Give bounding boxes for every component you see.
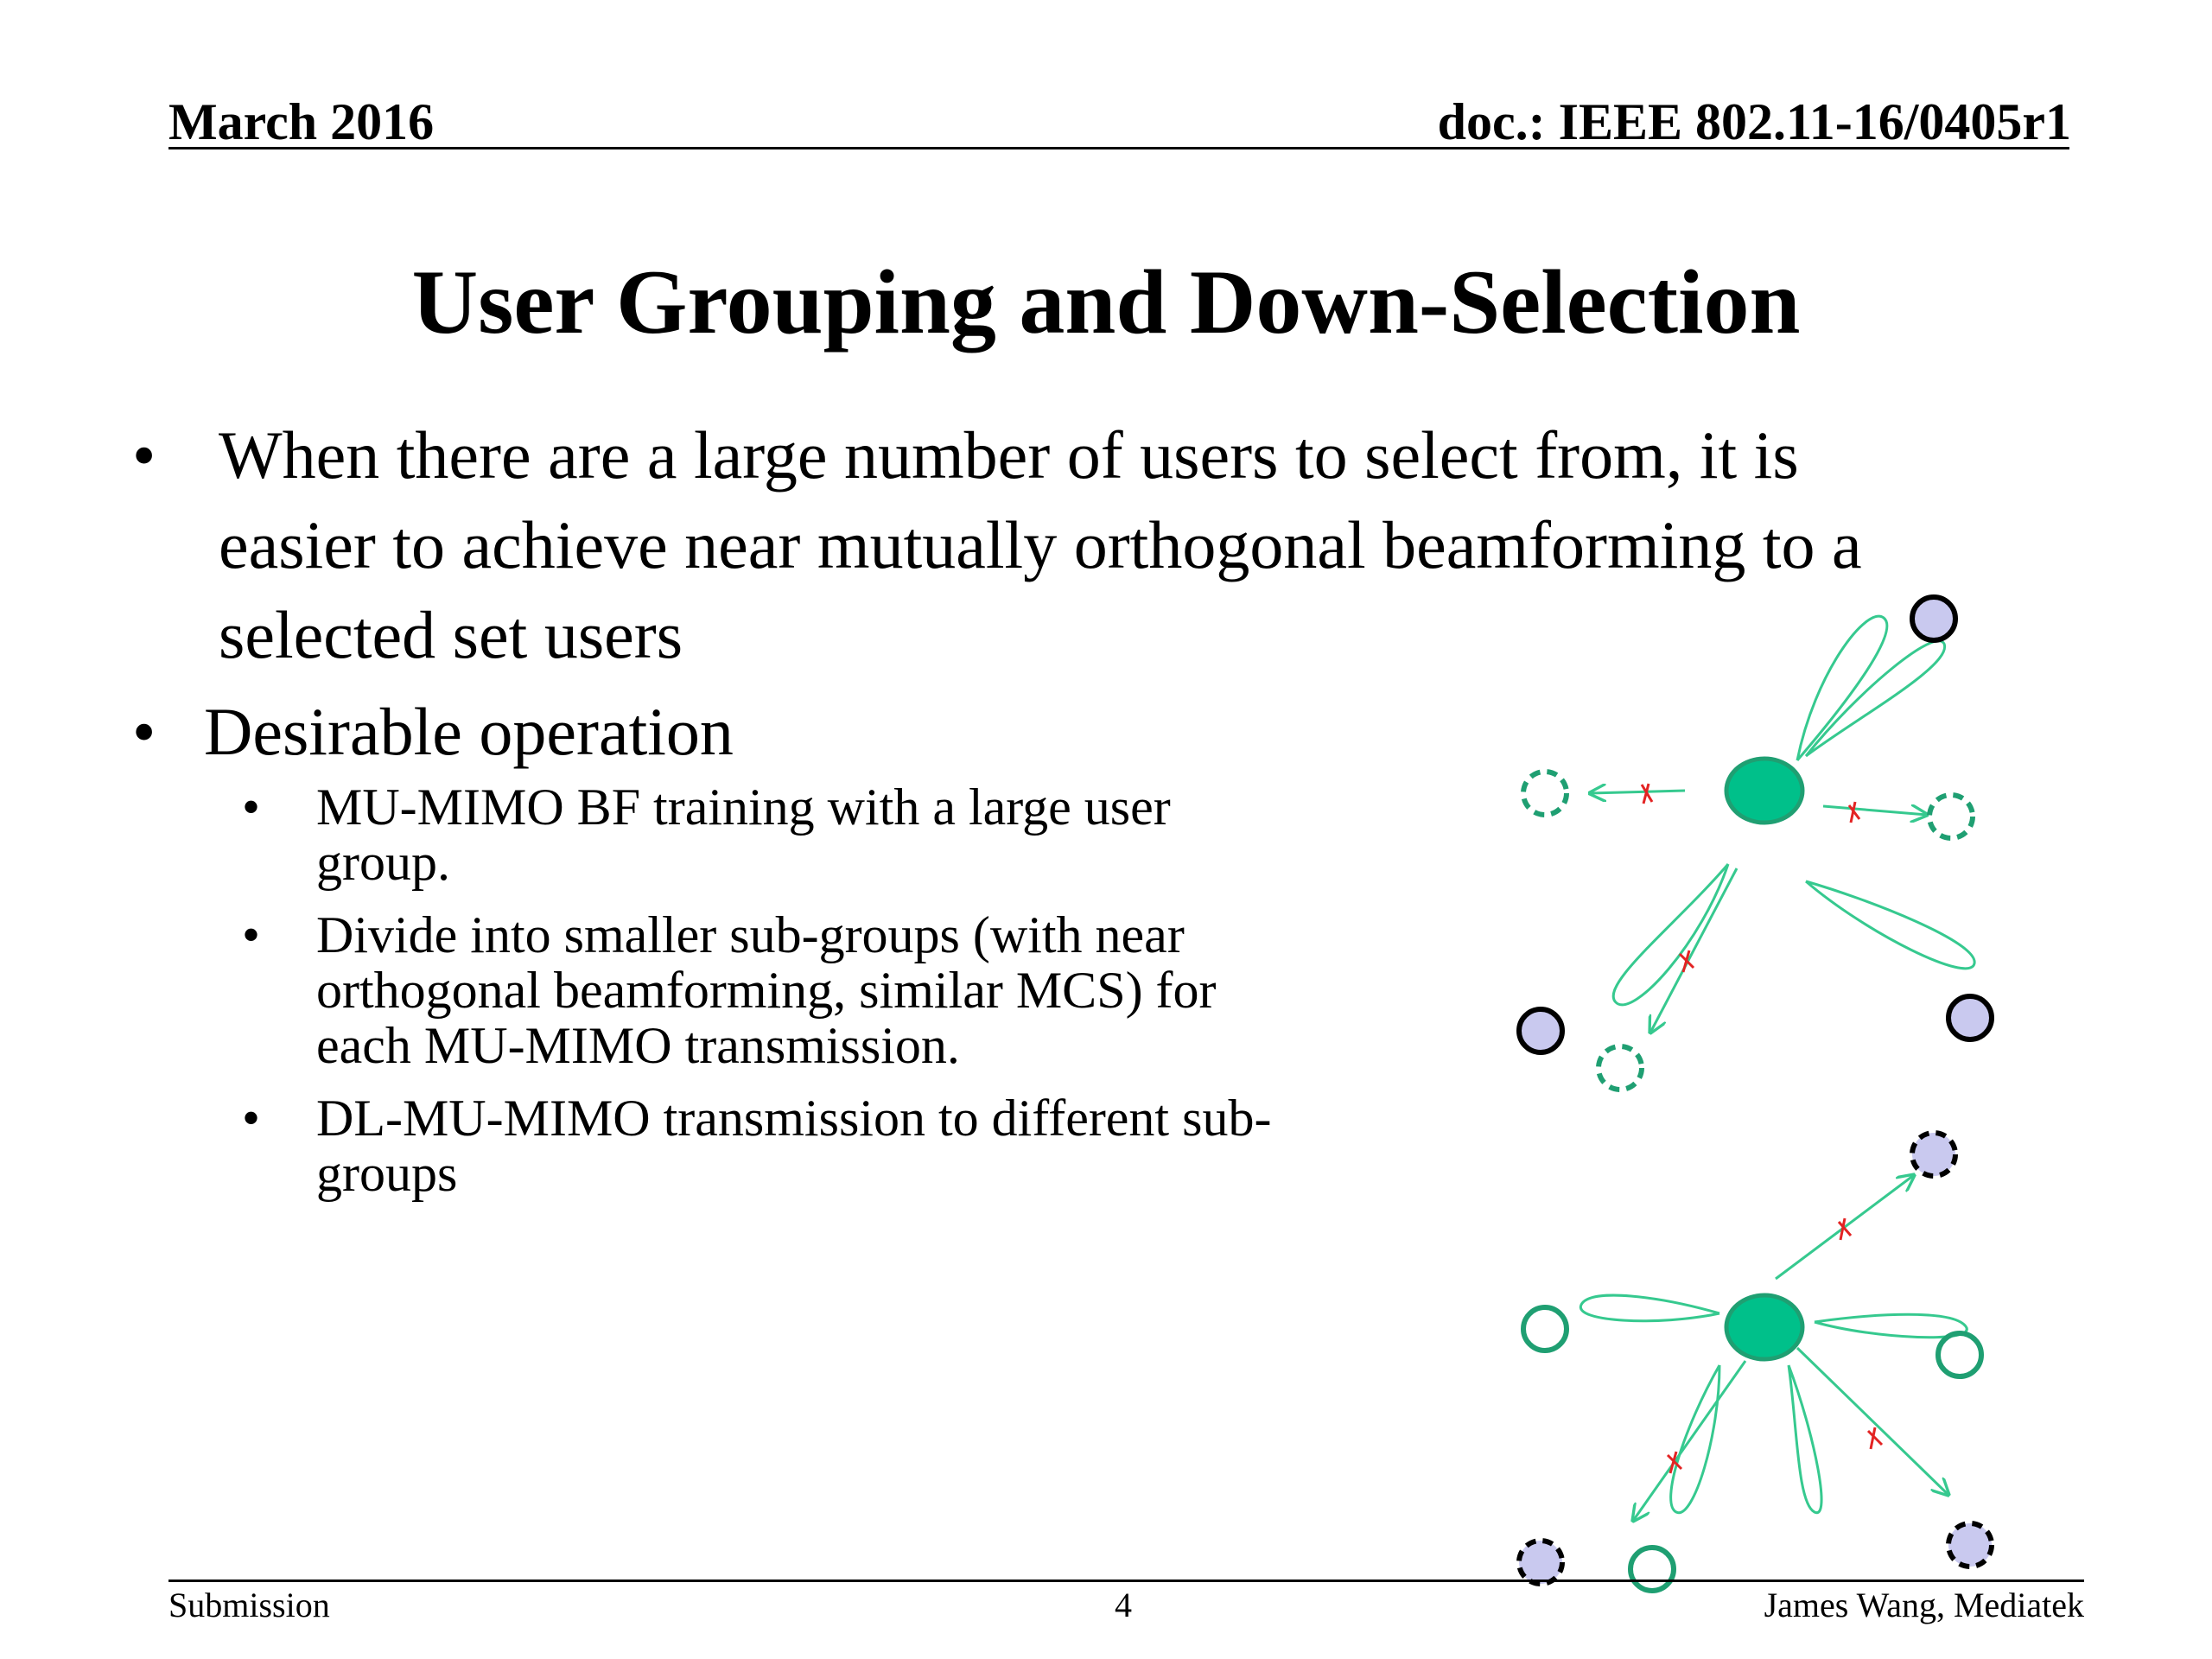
beam-arrow <box>1590 791 1686 793</box>
slide-title: User Grouping and Down-Selection <box>411 251 1801 353</box>
header-rule <box>168 147 2069 149</box>
user-station-excluded <box>1927 792 1975 841</box>
beam-arrow <box>1822 806 1927 815</box>
bullet-marker: • <box>132 694 156 769</box>
beam-lobe <box>1787 1364 1823 1515</box>
blocked-x-mark <box>1666 1451 1683 1474</box>
sub-bullet-1-line-2: group. <box>316 834 450 891</box>
blocked-x-mark <box>1847 801 1861 823</box>
beam-lobe <box>1669 1364 1721 1515</box>
beam-lobe <box>1611 863 1730 1007</box>
beamforming-diagram <box>1516 594 1994 1593</box>
sub-bullet-2-line-1: Divide into smaller sub-groups (with nea… <box>316 906 1185 963</box>
bullet-1-line-1: When there are a large number of users t… <box>219 417 1799 493</box>
beam-lobe <box>1805 880 1976 970</box>
beam-lobe <box>1796 614 1889 761</box>
sub-bullet-2-line-2: orthogonal beamforming, similar MCS) for <box>316 962 1217 1019</box>
user-station-selected <box>1628 1545 1676 1593</box>
sub-bullet-3-line-1: DL-MU-MIMO transmission to different sub… <box>316 1090 1272 1147</box>
diagram-bottom <box>1516 1130 1994 1593</box>
user-station-selected <box>1521 1305 1569 1353</box>
header-doc-id: doc.: IEEE 802.11-16/0405r1 <box>1437 93 2071 150</box>
user-station-selected <box>1936 1331 1984 1379</box>
blocked-x-mark <box>1866 1427 1884 1450</box>
sub-bullet-marker: • <box>242 1090 261 1147</box>
user-station <box>1946 994 1994 1042</box>
sub-bullet-3-line-2: groups <box>316 1145 458 1202</box>
user-station <box>1910 594 1958 643</box>
user-station-unselected <box>1946 1521 1994 1569</box>
user-station-unselected <box>1910 1130 1958 1179</box>
header-date: March 2016 <box>168 93 435 150</box>
page-number: 4 <box>1115 1586 1132 1624</box>
beam-lobe <box>1814 1313 1968 1339</box>
user-station-excluded <box>1521 769 1569 817</box>
beam-arrow <box>1650 868 1738 1033</box>
footer-author: James Wang, Mediatek <box>1764 1586 2084 1624</box>
footer-submission: Submission <box>168 1586 330 1624</box>
user-station <box>1516 1007 1565 1055</box>
bullet-2-text: Desirable operation <box>204 694 734 769</box>
beam-lobe <box>1579 1294 1720 1323</box>
access-point <box>1724 756 1805 825</box>
bullet-1-line-2: easier to achieve near mutually orthogon… <box>219 507 1862 582</box>
bullet-marker: • <box>132 417 156 493</box>
blocked-x-mark <box>1678 950 1695 973</box>
user-station-unselected <box>1516 1538 1565 1586</box>
footer-rule <box>168 1580 2084 1582</box>
beam-arrow <box>1633 1360 1747 1521</box>
sub-bullet-marker: • <box>242 906 261 963</box>
access-point <box>1724 1293 1805 1362</box>
bullet-1-line-3: selected set users <box>219 597 683 672</box>
sub-bullet-1-line-1: MU-MIMO BF training with a large user <box>316 779 1171 836</box>
beam-lobe <box>1804 639 1947 758</box>
diagram-top <box>1516 594 1994 1092</box>
blocked-x-mark <box>1837 1217 1853 1241</box>
blocked-x-mark <box>1640 783 1654 804</box>
sub-bullet-2-line-3: each MU-MIMO transmission. <box>316 1017 960 1074</box>
user-station-excluded <box>1596 1044 1644 1092</box>
beam-arrow <box>1796 1346 1948 1495</box>
sub-bullet-marker: • <box>242 779 261 836</box>
